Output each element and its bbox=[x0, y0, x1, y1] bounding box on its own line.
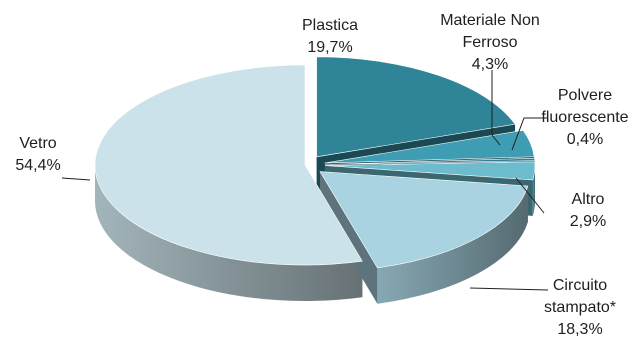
slice-label-materiale-non-ferroso: Materiale Non Ferroso 4,3% bbox=[440, 12, 540, 73]
pie-slice-vetro bbox=[94, 64, 363, 266]
slice-label-plastica: Plastica 19,7% bbox=[302, 17, 358, 56]
pie-slice-polvere-fluorescente bbox=[324, 157, 536, 165]
slice-label-altro: Altro 2,9% bbox=[570, 191, 606, 230]
pie-slice-wall-4-1 bbox=[320, 171, 378, 304]
pie-slice-altro bbox=[324, 161, 536, 181]
slice-label-polvere-fluorescente: Polvere fluorescente 0,4% bbox=[541, 87, 628, 148]
leader-line-2 bbox=[511, 117, 548, 151]
leader-line-5 bbox=[61, 177, 91, 181]
leader-line-1 bbox=[491, 70, 501, 146]
pie-slice-side-4 bbox=[377, 185, 528, 304]
slice-label-vetro: Vetro 54,4% bbox=[15, 135, 60, 174]
slice-label-circuito-stampato-: Circuito stampato* 18,3% bbox=[544, 277, 616, 338]
pie-slice-circuito-stampato- bbox=[319, 171, 529, 269]
leader-line-3 bbox=[515, 177, 545, 214]
pie-slice-side-5 bbox=[95, 165, 363, 301]
slice-labels: Plastica 19,7% Materiale Non Ferroso 4,3%Pol… bbox=[15, 12, 628, 338]
label-leaders bbox=[61, 70, 549, 291]
pie-slice-materiale-non-ferroso bbox=[324, 130, 535, 164]
pie-slice-plastica bbox=[316, 56, 516, 158]
pie-tops bbox=[94, 56, 536, 269]
leader-line-4 bbox=[469, 287, 549, 291]
